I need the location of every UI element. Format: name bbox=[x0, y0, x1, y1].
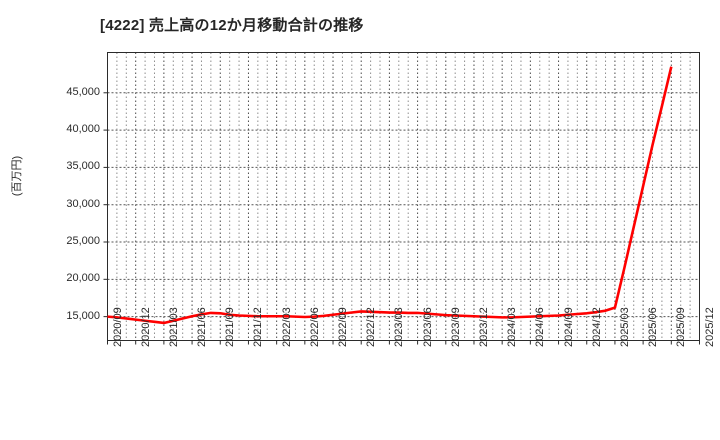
x-tick-label: 2024/03 bbox=[506, 306, 519, 347]
x-tick-label: 2022/06 bbox=[308, 306, 321, 347]
x-tick-label: 2025/12 bbox=[703, 306, 716, 347]
x-tick-label: 2023/03 bbox=[393, 306, 406, 347]
x-tick-label: 2023/06 bbox=[421, 306, 434, 347]
plot-frame bbox=[107, 52, 700, 341]
y-tick-label: 20,000 bbox=[66, 272, 100, 285]
x-tick-label: 2025/09 bbox=[675, 306, 688, 347]
chart-title: [4222] 売上高の12か月移動合計の推移 bbox=[100, 17, 364, 34]
x-tick-label: 2021/12 bbox=[252, 306, 265, 347]
x-tick-label: 2024/09 bbox=[562, 306, 575, 347]
x-tick-label: 2023/09 bbox=[449, 306, 462, 347]
tick-marks bbox=[103, 92, 700, 345]
x-tick-label: 2021/06 bbox=[196, 306, 209, 347]
gridlines bbox=[107, 52, 700, 341]
y-tick-label: 30,000 bbox=[66, 197, 100, 210]
x-tick-label: 2022/12 bbox=[365, 306, 378, 347]
x-tick-label: 2024/06 bbox=[534, 306, 547, 347]
x-tick-label: 2023/12 bbox=[477, 306, 490, 347]
y-tick-label: 45,000 bbox=[66, 85, 100, 98]
y-tick-label: 15,000 bbox=[66, 309, 100, 322]
y-tick-label: 25,000 bbox=[66, 235, 100, 247]
x-tick-label: 2022/09 bbox=[337, 306, 350, 347]
x-tick-label: 2020/09 bbox=[111, 306, 124, 347]
x-tick-label: 2025/06 bbox=[647, 306, 660, 347]
y-tick-label: 40,000 bbox=[66, 123, 100, 136]
x-tick-label: 2025/03 bbox=[618, 306, 631, 347]
y-tick-label: 35,000 bbox=[66, 160, 100, 173]
x-tick-label: 2024/12 bbox=[590, 306, 603, 347]
x-tick-label: 2022/03 bbox=[280, 306, 293, 347]
x-tick-label: 2021/09 bbox=[224, 306, 237, 347]
series-line-sales-12m-moving-total bbox=[107, 66, 673, 325]
x-tick-label: 2021/03 bbox=[167, 306, 180, 347]
x-tick-label: 2020/12 bbox=[139, 306, 152, 347]
